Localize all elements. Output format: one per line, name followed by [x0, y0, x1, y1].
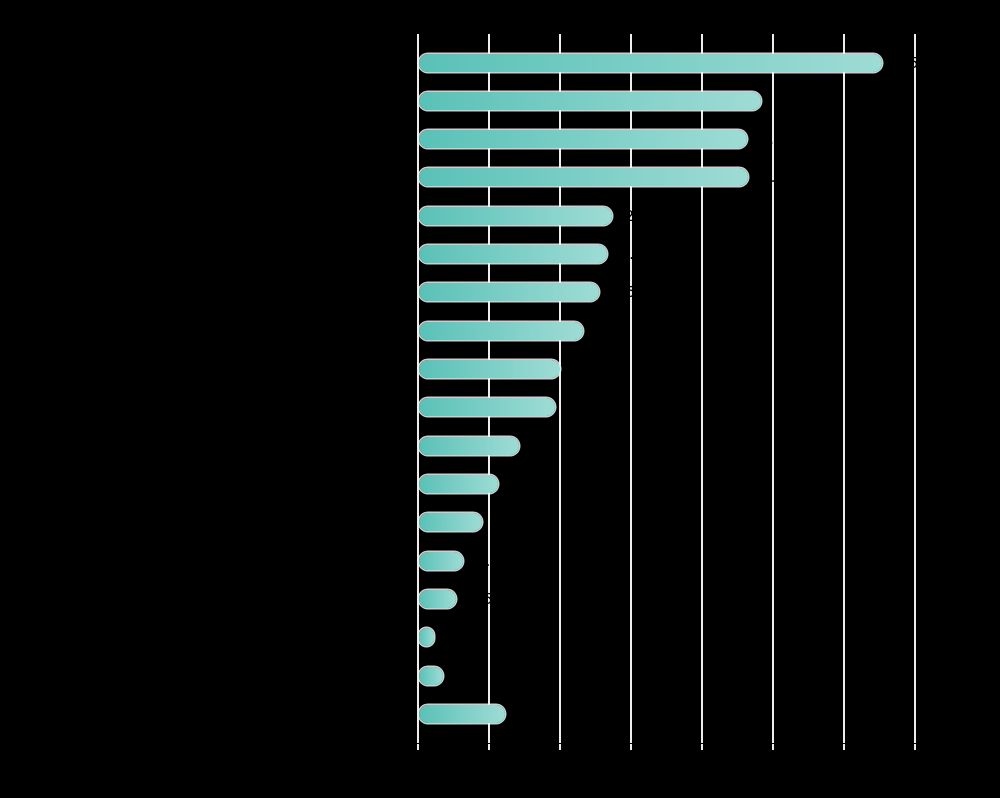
- x-axis-tick: [558, 744, 561, 750]
- x-gridline: [487, 34, 490, 743]
- x-gridline: [913, 34, 916, 743]
- bar: [419, 168, 749, 187]
- bar-value-label: 4.8: [773, 91, 798, 110]
- x-axis-tick: [487, 744, 490, 750]
- bar: [419, 436, 520, 455]
- x-gridline: [558, 34, 561, 743]
- bar-value-label: 0.3: [456, 666, 481, 685]
- bar-value-label: 2.5: [611, 283, 636, 302]
- x-axis-tick: [629, 744, 632, 750]
- bar-value-label: 2.0: [572, 360, 597, 379]
- bar: [419, 590, 456, 609]
- bar: [419, 321, 584, 340]
- bar-value-label: 0.2: [446, 628, 471, 647]
- x-axis-tick: [416, 744, 419, 750]
- bar-value-label: 0.6: [476, 551, 500, 570]
- bar-value-label: 6.5: [894, 53, 919, 72]
- bar-value-label: 0.9: [495, 513, 520, 532]
- bar: [419, 360, 560, 379]
- x-gridline: [629, 34, 632, 743]
- bar-value-label: 1.9: [567, 398, 592, 417]
- bar: [419, 53, 882, 72]
- x-axis-tick: [842, 744, 845, 750]
- x-axis-tick: [700, 744, 703, 750]
- bar-value-label: 0.5: [468, 590, 493, 609]
- x-gridline: [416, 34, 419, 743]
- bar: [419, 206, 612, 225]
- bar: [419, 91, 761, 110]
- bar: [419, 475, 498, 494]
- x-axis-tick: [771, 744, 774, 750]
- x-gridline: [700, 34, 703, 743]
- bar-value-label: 2.7: [624, 206, 649, 225]
- bar: [419, 551, 464, 570]
- bar: [419, 705, 505, 724]
- bar-value-label: 2.6: [619, 245, 644, 264]
- bar-value-label: 4.6: [759, 130, 784, 149]
- bar: [419, 130, 747, 149]
- x-axis-tick: [913, 744, 916, 750]
- bar-value-label: 4.6: [761, 168, 785, 187]
- bar-value-label: 1.1: [510, 475, 535, 494]
- bar-value-label: 1.4: [532, 436, 557, 455]
- x-gridline: [842, 34, 845, 743]
- x-gridline: [771, 34, 774, 743]
- bar: [419, 398, 555, 417]
- bar: [419, 513, 483, 532]
- bar-value-label: 1.2: [517, 705, 542, 724]
- bar: [419, 283, 599, 302]
- bar: [419, 628, 434, 647]
- bar: [419, 245, 607, 264]
- bar-value-label: 2.3: [596, 321, 621, 340]
- bar: [419, 666, 444, 685]
